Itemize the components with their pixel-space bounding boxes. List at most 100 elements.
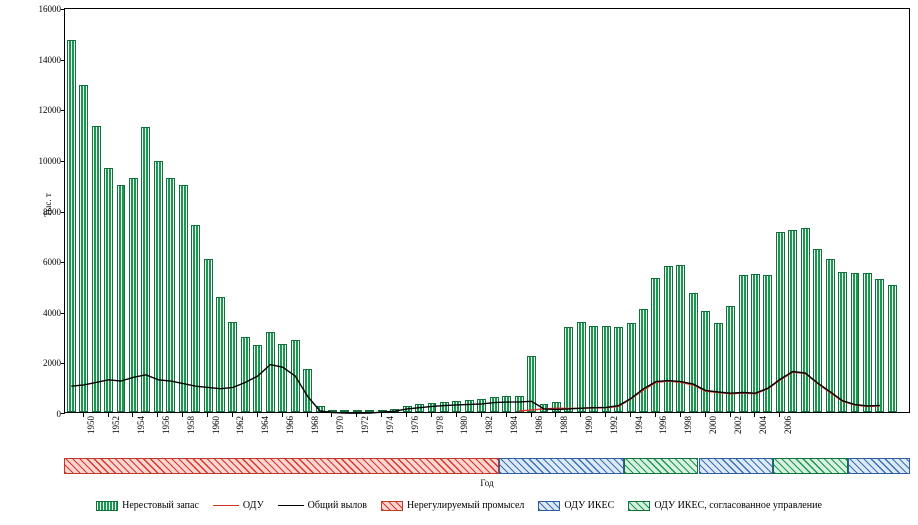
bar [265, 332, 275, 412]
x-tick-mark [555, 413, 557, 417]
bar [278, 343, 288, 412]
bar [352, 410, 362, 412]
bar [141, 127, 151, 412]
bar [452, 400, 462, 412]
y-tick-mark [61, 262, 65, 264]
x-tick-mark [231, 413, 233, 417]
legend-label: Общий вылов [307, 500, 368, 511]
x-tick-label: 1994 [633, 416, 644, 434]
y-tick-label: 0 [56, 409, 62, 419]
x-tick-mark [580, 413, 582, 417]
bar [427, 403, 437, 412]
x-tick-label: 1972 [359, 416, 370, 434]
bar [464, 399, 474, 412]
y-tick-label: 8000 [43, 206, 61, 217]
x-tick-label: 1980 [459, 416, 470, 434]
x-tick-mark [605, 413, 607, 417]
x-tick-mark [256, 413, 258, 417]
bar [862, 272, 872, 412]
x-tick-label: 1992 [608, 416, 619, 434]
bar [502, 396, 512, 412]
legend-label: Нерегулируемый промысел [407, 500, 525, 511]
bar [477, 398, 487, 412]
legend-item[interactable]: ОДУ [212, 500, 264, 511]
bar [240, 337, 250, 412]
y-tick-mark [61, 363, 65, 365]
legend-item[interactable]: Нерестовый запас [96, 500, 199, 511]
bar [489, 396, 499, 412]
x-tick-label: 2006 [782, 416, 793, 434]
legend-label: ОДУ ИКЕС [564, 500, 615, 511]
x-tick-mark [704, 413, 706, 417]
y-tick-mark [61, 9, 65, 10]
regime-band [698, 458, 774, 474]
line-tac [519, 371, 880, 412]
bar [887, 285, 897, 412]
bar [328, 410, 337, 412]
bar [688, 293, 698, 412]
y-tick-mark [61, 110, 65, 112]
bar [676, 265, 686, 412]
y-tick-label: 12000 [38, 105, 62, 116]
x-tick-label: 1950 [86, 416, 97, 434]
x-tick-label: 1952 [111, 416, 122, 434]
legend-item[interactable]: Общий вылов [277, 500, 368, 511]
y-tick-label: 14000 [38, 54, 62, 65]
x-tick-mark [356, 413, 358, 417]
x-tick-mark [729, 413, 731, 417]
x-tick-label: 1966 [285, 416, 296, 434]
legend-swatch-bars [96, 500, 119, 511]
y-tick-mark [61, 59, 65, 61]
bar [626, 323, 636, 412]
x-tick-label: 1996 [658, 416, 669, 434]
bar [340, 410, 350, 412]
x-tick-mark [630, 413, 632, 417]
x-tick-label: 1970 [334, 416, 345, 434]
x-tick-mark [207, 413, 209, 417]
bar [128, 177, 138, 412]
bar [576, 322, 586, 412]
legend-item[interactable]: Нерегулируемый промысел [381, 500, 524, 511]
bar [738, 275, 748, 412]
bar [614, 327, 624, 412]
regime-band [623, 458, 699, 474]
x-tick-mark [654, 413, 656, 417]
x-tick-mark [157, 413, 159, 417]
legend-item[interactable]: ОДУ ИКЕС [538, 500, 614, 511]
x-tick-label: 1978 [434, 416, 445, 434]
y-tick-label: 4000 [43, 307, 61, 318]
regime-band [847, 458, 910, 474]
regime-band [773, 458, 848, 474]
bar [726, 305, 736, 412]
x-tick-mark [281, 413, 283, 417]
x-tick-mark [530, 413, 532, 417]
x-tick-mark [132, 413, 134, 417]
y-tick-mark [61, 160, 65, 162]
bar [800, 228, 810, 412]
line-total-catch [71, 363, 880, 414]
legend-swatch-blue [538, 500, 561, 511]
x-tick-label: 1954 [135, 416, 146, 434]
bar [365, 410, 375, 412]
bar [104, 167, 114, 412]
x-tick-mark [107, 413, 109, 417]
x-tick-label: 1964 [260, 416, 271, 434]
bar [788, 229, 798, 412]
bar [166, 177, 176, 412]
bar [79, 85, 89, 412]
legend-item[interactable]: ОДУ ИКЕС, согласованное управление [628, 500, 822, 511]
y-tick-label: 10000 [38, 155, 62, 166]
x-tick-mark [480, 413, 482, 417]
legend-swatch-line-tac [212, 505, 239, 506]
x-tick-label: 1986 [534, 416, 545, 434]
x-tick-mark [431, 413, 432, 417]
bar [527, 356, 537, 412]
x-tick-mark [182, 413, 184, 417]
x-tick-label: 1998 [683, 416, 694, 434]
bar [875, 279, 885, 412]
bar [66, 39, 76, 412]
legend-label: Нерестовый запас [122, 500, 199, 511]
y-tick-mark [61, 413, 65, 414]
line-series-overlay [71, 363, 880, 414]
x-tick-mark [306, 413, 308, 417]
